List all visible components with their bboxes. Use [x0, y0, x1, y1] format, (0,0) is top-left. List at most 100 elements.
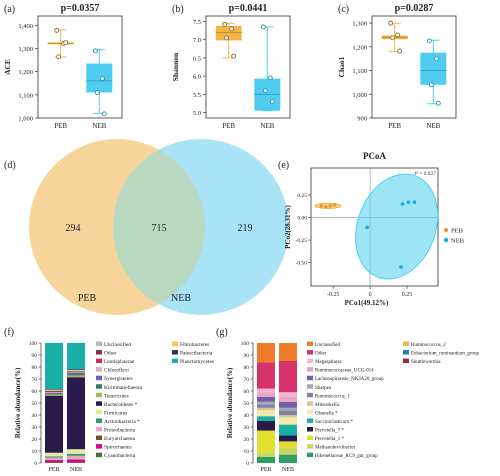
legend-label: Tenericutes — [104, 393, 129, 399]
data-point — [262, 88, 268, 94]
legend-label: Megasphaera — [315, 360, 342, 365]
y-axis-label: Relative abundance(%) — [226, 367, 234, 438]
y-tick-label: 10 — [244, 449, 250, 455]
bar-segment — [257, 457, 275, 463]
bar-segment — [257, 416, 275, 421]
legend-label: Bacteroidetes * — [104, 402, 138, 408]
bar-segment — [257, 362, 275, 389]
data-point — [224, 35, 230, 41]
bar-segment — [67, 375, 85, 378]
plot-frame — [371, 15, 457, 119]
data-point — [426, 38, 432, 44]
data-point — [269, 99, 275, 105]
legend-swatch — [96, 358, 102, 364]
y-tick-label: -0.25 — [296, 238, 308, 244]
legend-label: Lachnospiraceae_NK3A20_group — [315, 377, 384, 382]
legend-swatch — [96, 350, 102, 355]
bar-segment — [67, 454, 85, 456]
scatter-point-peb — [332, 203, 337, 207]
x-tick-label: PEB — [388, 122, 401, 130]
scatter-point-neb — [406, 200, 411, 205]
bar-segment — [67, 373, 85, 374]
bar-segment — [257, 430, 275, 453]
legend-swatch — [96, 427, 102, 432]
bar-segment — [279, 454, 297, 463]
legend-label: Actinobacteria * — [104, 419, 140, 425]
y-tick-label: 60 — [32, 389, 38, 395]
legend-label: Prevotella_7 * — [315, 429, 345, 434]
bar-segment — [257, 421, 275, 431]
y-tick-label: 0 — [246, 461, 249, 467]
panel-letter: (g) — [216, 327, 228, 338]
ellipse-peb — [314, 202, 342, 209]
legend-label: Methanobrevibacter — [315, 446, 356, 451]
y-axis-label: PCo2(28.31%) — [284, 204, 292, 248]
bar-segment — [67, 371, 85, 373]
bar-segment — [45, 395, 63, 453]
data-point — [397, 48, 403, 54]
y-tick-label: 0 — [34, 461, 37, 467]
panel-f-phylum-stacked-bar: (f) 0 10 20 30 40 50 60 70 80 90 100 Relative abunda… — [4, 327, 214, 473]
legend-swatch — [403, 341, 409, 346]
bar-segment — [257, 401, 275, 405]
legend-swatch — [307, 409, 313, 415]
legend-swatch — [307, 350, 313, 355]
y-tick-label: 80 — [32, 365, 38, 371]
legend-swatch — [96, 401, 102, 406]
legend-label: Shuttleworthia — [411, 360, 441, 365]
scatter-point-neb — [399, 265, 403, 269]
bar-segment — [45, 390, 63, 391]
y-axis-label: Shannon — [171, 52, 180, 81]
bar-segment — [45, 389, 63, 391]
y-tick-label: 1,400 — [18, 23, 33, 30]
bar-segment — [279, 447, 297, 455]
p-value-label: p=0.0441 — [229, 3, 268, 14]
p-value-annotation: P = 0.027 — [415, 171, 436, 177]
y-tick-label: 50 — [32, 401, 38, 407]
y-tick-label: 7.0 — [193, 37, 201, 44]
venn-set-label-neb: NEB — [171, 293, 191, 304]
data-point — [54, 27, 60, 33]
legend-label: Olsenella * — [315, 411, 338, 416]
data-point — [63, 40, 69, 46]
x-tick-label: NEB — [426, 122, 440, 130]
y-tick-label: 5.5 — [193, 92, 201, 99]
bar-segment — [279, 392, 297, 397]
legend-swatch — [307, 367, 313, 372]
legend-swatch — [307, 375, 313, 381]
x-tick-label: NEB — [260, 122, 274, 130]
legend-label: Unclassified — [104, 341, 131, 348]
y-tick-label: 70 — [32, 377, 38, 383]
legend-label: Ruminococcus_1 — [315, 394, 350, 399]
bar-segment — [257, 404, 275, 408]
bar-segment — [257, 392, 275, 397]
legend-label: Unclassified — [315, 343, 340, 348]
bar-segment — [257, 452, 275, 457]
y-tick-label: 30 — [244, 425, 250, 431]
data-point — [428, 82, 434, 88]
bar-segment — [45, 462, 63, 463]
bar-segment — [67, 459, 85, 460]
x-tick-label: 0.25 — [402, 292, 413, 298]
panel-b-shannon-boxplot: (b) p=0.0441 5.0 5.5 6.0 6.5 7.0 7.5 Shannon PEB N… — [171, 3, 291, 130]
legend-label: Synergistetes — [104, 376, 133, 382]
legend-label: NEB — [451, 238, 465, 245]
data-point — [56, 54, 62, 60]
bar-segment — [67, 377, 85, 450]
y-tick-label: 1,000 — [18, 116, 33, 123]
y-tick-label: 1,000 — [352, 92, 367, 99]
p-value-label: p=0.0287 — [395, 3, 434, 14]
y-tick-label: 1,300 — [18, 46, 33, 53]
legend-swatch — [307, 341, 313, 346]
legend-label: PEB — [451, 228, 464, 235]
y-tick-label: 60 — [244, 389, 250, 395]
panel-e-pcoa-scatter: (e) PCoA P = 0.027 -0.25 0 0.25 -0.50 -0.25 0.00… — [278, 151, 465, 307]
bar-segment — [279, 417, 297, 425]
chart-title: PCoA — [363, 151, 386, 161]
y-tick-label: 80 — [244, 365, 250, 371]
bar-segment — [279, 361, 297, 393]
y-tick-label: 100 — [29, 341, 38, 347]
legend-swatch — [307, 452, 313, 458]
legend-label: Mitsuokella — [315, 403, 340, 408]
panel-letter: (f) — [4, 327, 14, 338]
